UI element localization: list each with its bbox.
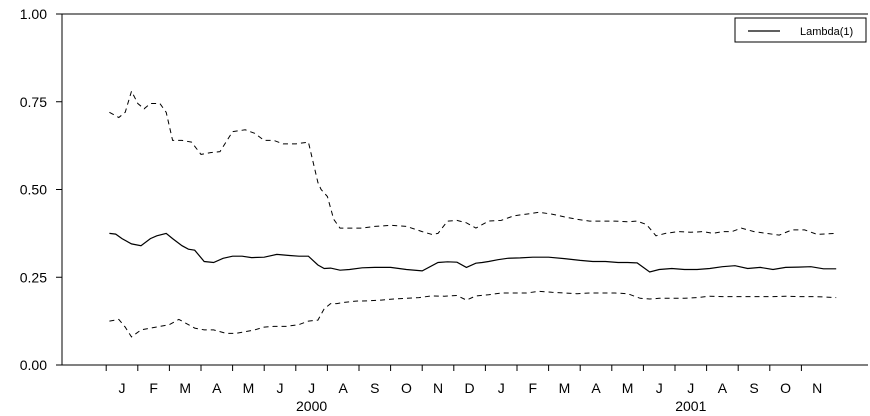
y-axis-ticks: 0.00 0.25 0.50 0.75 1.00 [20, 6, 62, 373]
x-tick-label: A [212, 380, 222, 396]
y-tick-label: 0.50 [20, 182, 47, 198]
legend-box [734, 17, 867, 43]
x-tick-label: D [465, 380, 475, 396]
legend: Lambda(1) [734, 17, 867, 43]
x-tick-label: O [780, 380, 791, 396]
x-tick-label: J [498, 380, 505, 396]
x-tick-label: J [308, 380, 315, 396]
x-tick-label: J [656, 380, 663, 396]
x-axis-ticks: J F M A M J J A S O N D J F M A M J J A S O N 2000 2001 [105, 365, 822, 414]
y-tick-label: 0.25 [20, 269, 47, 285]
legend-label: Lambda(1) [800, 26, 853, 38]
x-tick-label: J [277, 380, 284, 396]
series-line-dashed-band-2 [109, 290, 837, 338]
series-line-lambda [109, 232, 837, 273]
x-tick-label: F [529, 380, 538, 396]
x-tick-label: S [749, 380, 758, 396]
x-tick-label: O [401, 380, 412, 396]
x-tick-label: N [812, 380, 822, 396]
x-tick-label: F [149, 380, 158, 396]
x-tick-label: M [243, 380, 255, 396]
x-tick-label: M [622, 380, 634, 396]
x-tick-label: A [591, 380, 601, 396]
x-tick-label: N [433, 380, 443, 396]
plot-series [109, 89, 837, 338]
x-tick-label: A [718, 380, 728, 396]
y-tick-label: 0.00 [20, 357, 47, 373]
y-tick-label: 0.75 [20, 94, 47, 110]
x-tick-label: J [119, 380, 126, 396]
y-tick-label: 1.00 [20, 6, 47, 22]
x-tick-label: A [339, 380, 349, 396]
x-year-label: 2000 [296, 398, 327, 414]
x-year-label: 2001 [675, 398, 706, 414]
x-tick-label: S [370, 380, 379, 396]
x-tick-label: M [179, 380, 191, 396]
series-line-dashed-band-1 [109, 89, 837, 237]
x-tick-label: M [559, 380, 571, 396]
x-tick-label: J [687, 380, 694, 396]
